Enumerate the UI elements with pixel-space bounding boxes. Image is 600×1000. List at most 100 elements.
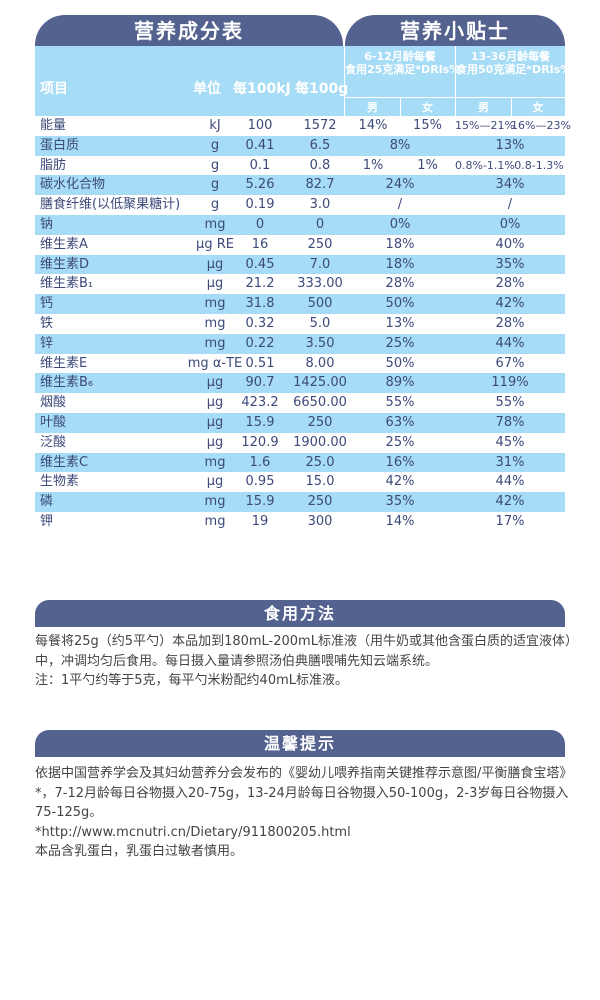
table-row: 碳水化合物 g 5.26 82.7 24% 34% — [35, 175, 565, 196]
unit-cell: μg — [206, 276, 224, 292]
per100kj-cell: 0.19 — [245, 197, 275, 213]
unit-cell: g — [210, 137, 220, 153]
unit-cell: μg — [206, 414, 224, 430]
table-row: 维生素B₆ μg 90.7 1425.00 89% 119% — [35, 373, 565, 394]
dri-6-12: 13% — [385, 315, 415, 331]
table-row: 维生素C mg 1.6 25.0 16% 31% — [35, 452, 565, 473]
dri-6-12: 42% — [385, 474, 415, 490]
per100g-cell: 15.0 — [305, 474, 335, 490]
per100kj-cell: 21.2 — [245, 276, 275, 292]
table-row: 膳食纤维(以低聚果糖计) g 0.19 3.0 / / — [35, 195, 565, 215]
per100kj-cell: 423.2 — [241, 395, 279, 411]
nutrient-name: 磷 — [40, 494, 54, 510]
per100kj-cell: 0 — [255, 216, 265, 232]
header-male-1: 男 — [367, 101, 378, 114]
dri-6-12: 18% — [385, 256, 415, 272]
dri-6-12: 24% — [385, 177, 415, 193]
dri-13-36-female: 0.8-1.3% — [514, 158, 564, 172]
dri-13-36: 44% — [495, 474, 525, 490]
per100kj-cell: 120.9 — [241, 434, 279, 450]
nutrient-name: 能量 — [40, 118, 67, 133]
nutrient-name: 烟酸 — [40, 395, 67, 411]
header-group1-line1: 6-12月龄每餐 — [364, 50, 436, 63]
notice-line: 依据中国营养学会及其妇幼营养分会发布的《婴幼儿喂养指南关键推荐示意图/平衡膳食宝… — [35, 766, 573, 820]
table-row: 维生素A μg RE 16 250 18% 40% — [35, 235, 565, 255]
header-group2-line1: 13-36月龄每餐 — [470, 50, 551, 63]
dri-13-36: / — [507, 197, 513, 213]
dri-6-12: 18% — [385, 236, 415, 252]
unit-cell: g — [210, 177, 220, 193]
divider — [455, 46, 456, 116]
per100g-cell: 7.0 — [309, 256, 331, 272]
dri-13-36-male: 0.8%-1.1% — [455, 158, 515, 172]
per100g-cell: 0 — [315, 216, 325, 232]
unit-cell: mg α-TE — [187, 355, 243, 371]
nutrition-table-title: 营养成分表 — [35, 15, 343, 46]
dri-13-36: 44% — [495, 335, 525, 351]
nutrition-tips-title: 营养小贴士 — [345, 15, 565, 46]
unit-cell: mg — [204, 296, 226, 312]
per100kj-cell: 16 — [251, 236, 269, 252]
dri-13-36: 78% — [495, 414, 525, 430]
unit-cell: mg — [204, 216, 226, 232]
per100g-cell: 1425.00 — [293, 375, 347, 391]
dri-6-12: 35% — [385, 494, 415, 510]
header-female-1: 女 — [422, 101, 433, 114]
nutrient-name: 铁 — [40, 315, 54, 331]
table-row: 叶酸 μg 15.9 250 63% 78% — [35, 412, 565, 433]
nutrient-name: 维生素D — [40, 256, 90, 272]
header-group-13-36: 13-36月龄每餐 食用50克满足*DRIs% — [456, 50, 571, 76]
per100kj-cell: 90.7 — [245, 375, 275, 391]
per100g-cell: 6.5 — [309, 137, 331, 153]
dri-6-12: 14% — [385, 513, 415, 529]
nutrient-name: 钾 — [40, 513, 54, 529]
header-item: 项目 — [40, 81, 68, 97]
table-row: 锌 mg 0.22 3.50 25% 44% — [35, 333, 565, 354]
unit-cell: μg — [206, 375, 224, 391]
nutrient-name: 钙 — [40, 296, 54, 312]
dri-13-36: 35% — [495, 256, 525, 272]
table-row: 磷 mg 15.9 250 35% 42% — [35, 492, 565, 512]
notice-text: 依据中国营养学会及其妇幼营养分会发布的《婴幼儿喂养指南关键推荐示意图/平衡膳食宝… — [35, 764, 575, 862]
unit-cell: mg — [204, 335, 226, 351]
dri-6-12: 55% — [385, 395, 415, 411]
header-group1-line2: 食用25克满足*DRIs% — [345, 63, 461, 76]
divider — [400, 97, 401, 116]
per100g-cell: 8.00 — [305, 355, 335, 371]
table-row: 维生素D μg 0.45 7.0 18% 35% — [35, 254, 565, 275]
table-row: 蛋白质 g 0.41 6.5 8% 13% — [35, 135, 565, 156]
unit-cell: mg — [204, 494, 226, 510]
per100g-cell: 5.0 — [309, 315, 331, 331]
table-row: 钙 mg 31.8 500 50% 42% — [35, 294, 565, 314]
per100kj-cell: 15.9 — [245, 414, 275, 430]
header-per100g: 每100g — [295, 81, 349, 97]
dri-13-36-male: 15%—21% — [455, 119, 515, 132]
table-row: 维生素E mg α-TE 0.51 8.00 50% 67% — [35, 354, 565, 374]
dri-13-36: 40% — [495, 236, 525, 252]
dri-6-12: 63% — [385, 414, 415, 430]
per100g-cell: 250 — [307, 494, 333, 510]
unit-cell: μg — [206, 474, 224, 490]
dri-13-36: 42% — [495, 494, 525, 510]
dri-6-12: 28% — [385, 276, 415, 292]
per100kj-cell: 0.41 — [245, 137, 275, 153]
dri-6-12: 25% — [385, 335, 415, 351]
per100kj-cell: 100 — [247, 118, 273, 133]
per100g-cell: 300 — [307, 513, 333, 529]
dri-6-12: 16% — [385, 454, 415, 470]
nutrient-name: 脂肪 — [40, 157, 67, 173]
per100g-cell: 3.50 — [305, 335, 335, 351]
per100g-cell: 1900.00 — [293, 434, 347, 450]
dri-6-12: 50% — [385, 355, 415, 371]
dri-13-36: 28% — [495, 276, 525, 292]
per100kj-cell: 0.95 — [245, 474, 275, 490]
dri-6-12-female: 1% — [417, 157, 438, 173]
table-row: 泛酸 μg 120.9 1900.00 25% 45% — [35, 433, 565, 453]
per100kj-cell: 5.26 — [245, 177, 275, 193]
header-per100kj: 每100kJ — [233, 81, 291, 97]
usage-text: 每餐将25g（约5平勺）本品加到180mL-200mL标准液（用牛奶或其他含蛋白… — [35, 632, 575, 691]
dri-13-36: 13% — [495, 137, 525, 153]
unit-cell: mg — [204, 513, 226, 529]
table-row: 能量 kJ 100 1572 14% 15% 15%—21% 16%—23% — [35, 116, 571, 136]
dri-6-12: 50% — [385, 296, 415, 312]
